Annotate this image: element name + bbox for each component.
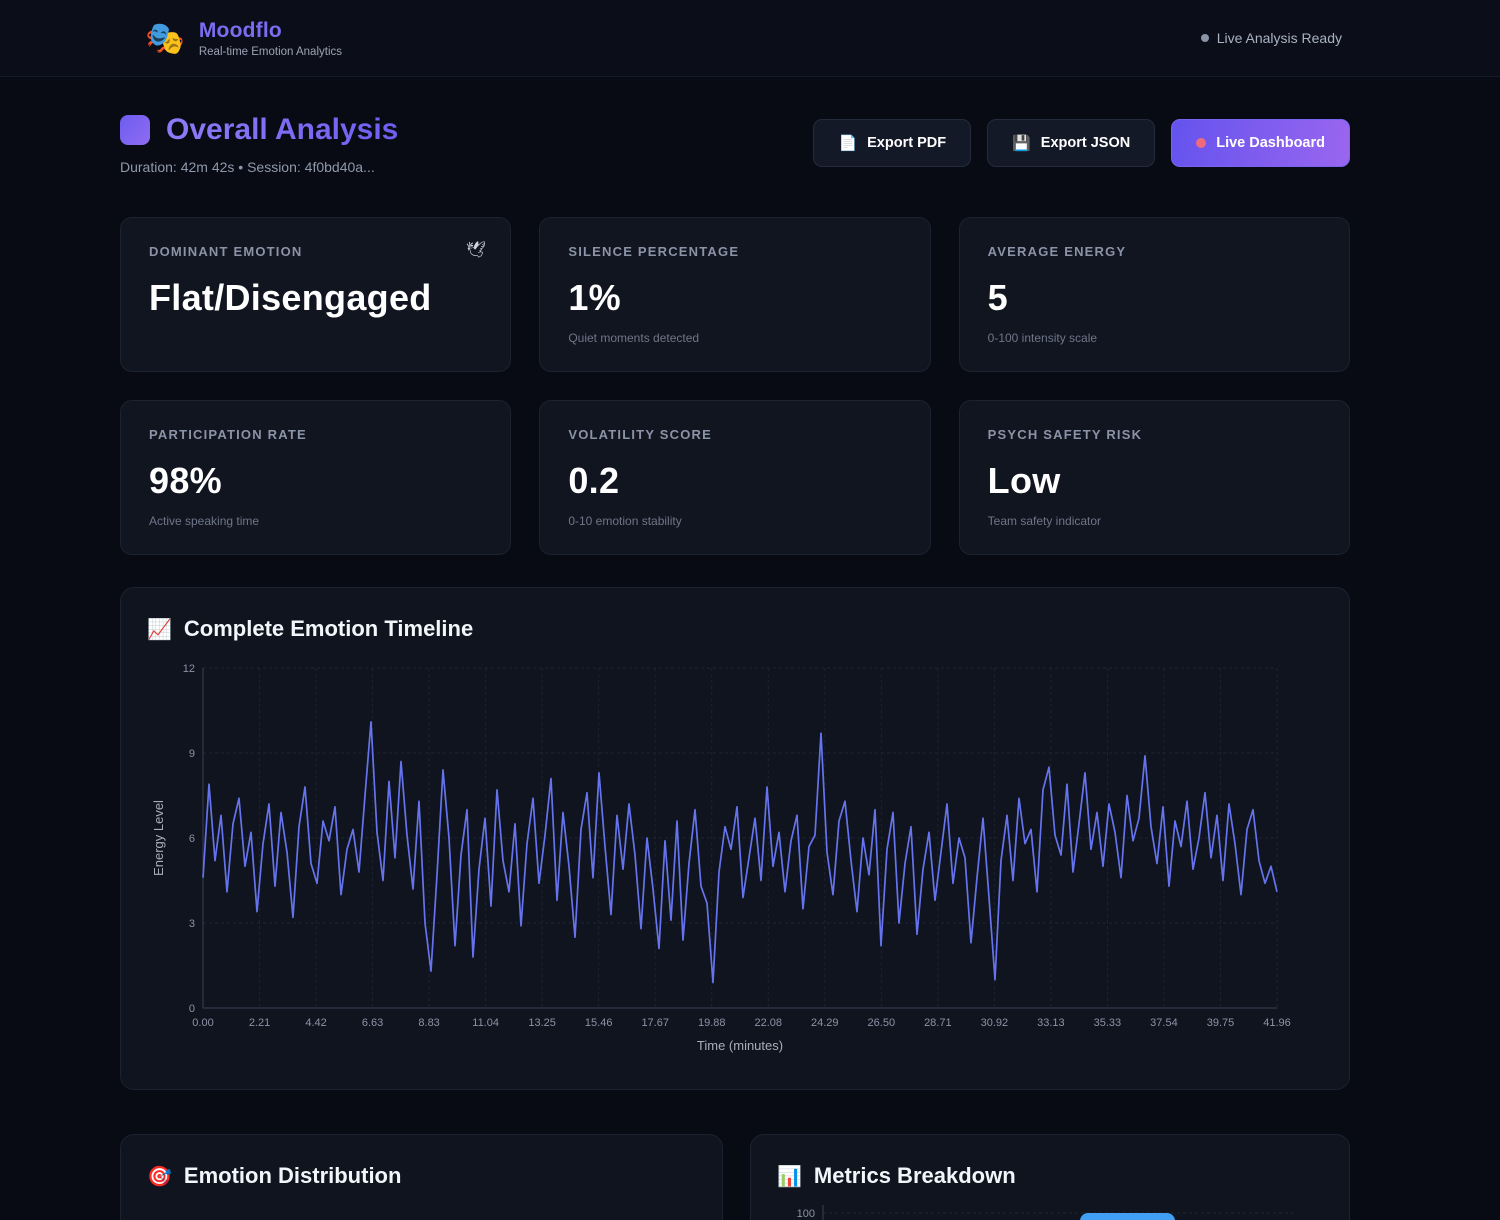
theater-masks-icon: 🎭 — [145, 20, 185, 56]
live-dashboard-label: Live Dashboard — [1216, 135, 1325, 151]
stat-subtext: Active speaking time — [149, 514, 260, 528]
metrics-title: Metrics Breakdown — [813, 1163, 1016, 1188]
svg-text:2.21: 2.21 — [249, 1017, 270, 1029]
page-header: Overall Analysis Duration: 42m 42s • Ses… — [120, 113, 1350, 175]
stat-card-volatility-score: VOLATILITY SCORE 0.2 0-10 emotion stabil… — [539, 400, 931, 555]
brand-name: Moodflo — [198, 18, 282, 42]
stat-label: VOLATILITY SCORE — [568, 427, 712, 442]
svg-text:35.33: 35.33 — [1094, 1017, 1122, 1029]
metrics-breakdown-chart: 10075 — [777, 1199, 1323, 1220]
emotion-distribution-panel: 🎯 Emotion Distribution — [120, 1134, 723, 1220]
status-dot-icon — [1200, 34, 1209, 42]
metrics-breakdown-panel: 📊 Metrics Breakdown 10075 — [750, 1134, 1350, 1220]
svg-text:9: 9 — [189, 748, 195, 760]
live-dot-icon — [1196, 138, 1207, 148]
stat-value: Flat/Disengaged — [149, 277, 432, 318]
svg-text:17.67: 17.67 — [641, 1017, 669, 1029]
stat-label: SILENCE PERCENTAGE — [568, 244, 740, 259]
stat-subtext: Quiet moments detected — [568, 331, 700, 345]
svg-text:33.13: 33.13 — [1037, 1017, 1065, 1029]
stat-value: Low — [987, 460, 1061, 501]
svg-text:6: 6 — [189, 833, 195, 845]
stat-card-participation-rate: PARTICIPATION RATE 98% Active speaking t… — [120, 400, 512, 555]
live-dashboard-button[interactable]: Live Dashboard — [1171, 119, 1350, 167]
svg-text:26.50: 26.50 — [868, 1017, 896, 1029]
distribution-title: Emotion Distribution — [183, 1163, 402, 1188]
stat-card-average-energy: AVERAGE ENERGY 5 0-100 intensity scale — [958, 217, 1350, 372]
svg-text:24.29: 24.29 — [811, 1017, 839, 1029]
timeline-svg: 0.00 2.21 4.42 6.63 8.83 11.04 13.25 15.46 17.67… — [151, 663, 1291, 1053]
title-badge-icon — [120, 115, 150, 145]
svg-text:100: 100 — [797, 1208, 815, 1220]
svg-text:37.54: 37.54 — [1150, 1017, 1178, 1029]
svg-text:12: 12 — [183, 663, 195, 675]
stat-subtext: 0-10 emotion stability — [568, 514, 682, 528]
stat-card-dominant-emotion: 🕊 DOMINANT EMOTION Flat/Disengaged — [120, 217, 512, 372]
export-json-label: Export JSON — [1040, 135, 1131, 151]
svg-text:6.63: 6.63 — [362, 1017, 383, 1029]
svg-text:0.00: 0.00 — [192, 1017, 213, 1029]
stat-label: DOMINANT EMOTION — [149, 244, 303, 259]
target-icon: 🎯 — [147, 1165, 172, 1188]
svg-text:Time (minutes): Time (minutes) — [697, 1038, 783, 1053]
stat-subtext: Team safety indicator — [987, 514, 1102, 528]
svg-text:0: 0 — [189, 1003, 195, 1015]
svg-text:15.46: 15.46 — [585, 1017, 613, 1029]
top-navbar: 🎭 Moodflo Real-time Emotion Analytics Li… — [0, 0, 1500, 77]
svg-text:4.42: 4.42 — [305, 1017, 326, 1029]
svg-text:19.88: 19.88 — [698, 1017, 726, 1029]
page-title: Overall Analysis — [166, 113, 399, 146]
export-pdf-button[interactable]: 📄 Export PDF — [813, 119, 972, 167]
svg-text:13.25: 13.25 — [528, 1017, 556, 1029]
header-actions: 📄 Export PDF 💾 Export JSON Live Dashboar… — [813, 119, 1350, 167]
metrics-svg: 10075 — [797, 1205, 1297, 1220]
export-pdf-label: Export PDF — [867, 135, 947, 151]
svg-text:3: 3 — [189, 918, 195, 930]
svg-text:8.83: 8.83 — [418, 1017, 439, 1029]
stats-grid: 🕊 DOMINANT EMOTION Flat/Disengaged SILEN… — [120, 217, 1350, 555]
session-subtitle: Duration: 42m 42s • Session: 4f0bd40a... — [120, 159, 375, 175]
live-status: Live Analysis Ready — [1200, 30, 1342, 46]
svg-text:39.75: 39.75 — [1207, 1017, 1235, 1029]
emotion-timeline-panel: 📈 Complete Emotion Timeline 0.00 2.21 4.42… — [120, 587, 1350, 1090]
stat-label: AVERAGE ENERGY — [987, 244, 1127, 259]
stat-label: PSYCH SAFETY RISK — [987, 427, 1143, 442]
svg-text:11.04: 11.04 — [472, 1017, 499, 1029]
brand-tagline: Real-time Emotion Analytics — [198, 45, 343, 58]
floppy-disk-icon: 💾 — [1012, 135, 1031, 152]
stat-value: 1% — [568, 277, 621, 318]
svg-text:Energy Level: Energy Level — [151, 800, 166, 876]
status-label: Live Analysis Ready — [1216, 30, 1342, 46]
document-icon: 📄 — [838, 135, 858, 152]
svg-text:30.92: 30.92 — [981, 1017, 1009, 1029]
bar-chart-icon: 📊 — [777, 1165, 802, 1188]
svg-text:22.08: 22.08 — [754, 1017, 782, 1029]
stat-value: 0.2 — [568, 460, 620, 501]
export-json-button[interactable]: 💾 Export JSON — [987, 119, 1156, 167]
emotion-timeline-chart: 0.00 2.21 4.42 6.63 8.83 11.04 13.25 15.46 17.67… — [147, 656, 1323, 1061]
stat-label: PARTICIPATION RATE — [149, 427, 307, 442]
stat-value: 98% — [149, 460, 222, 501]
chart-line-icon: 📈 — [147, 618, 172, 641]
dove-icon: 🕊 — [466, 242, 487, 259]
stat-card-psych-safety-risk: PSYCH SAFETY RISK Low Team safety indica… — [958, 400, 1350, 555]
stat-card-silence-percentage: SILENCE PERCENTAGE 1% Quiet moments dete… — [539, 217, 931, 372]
svg-text:28.71: 28.71 — [924, 1017, 952, 1029]
timeline-title: Complete Emotion Timeline — [183, 616, 474, 641]
brand: 🎭 Moodflo Real-time Emotion Analytics — [145, 19, 342, 58]
svg-text:41.96: 41.96 — [1263, 1017, 1291, 1029]
stat-subtext: 0-100 intensity scale — [987, 331, 1098, 345]
stat-value: 5 — [987, 277, 1008, 318]
